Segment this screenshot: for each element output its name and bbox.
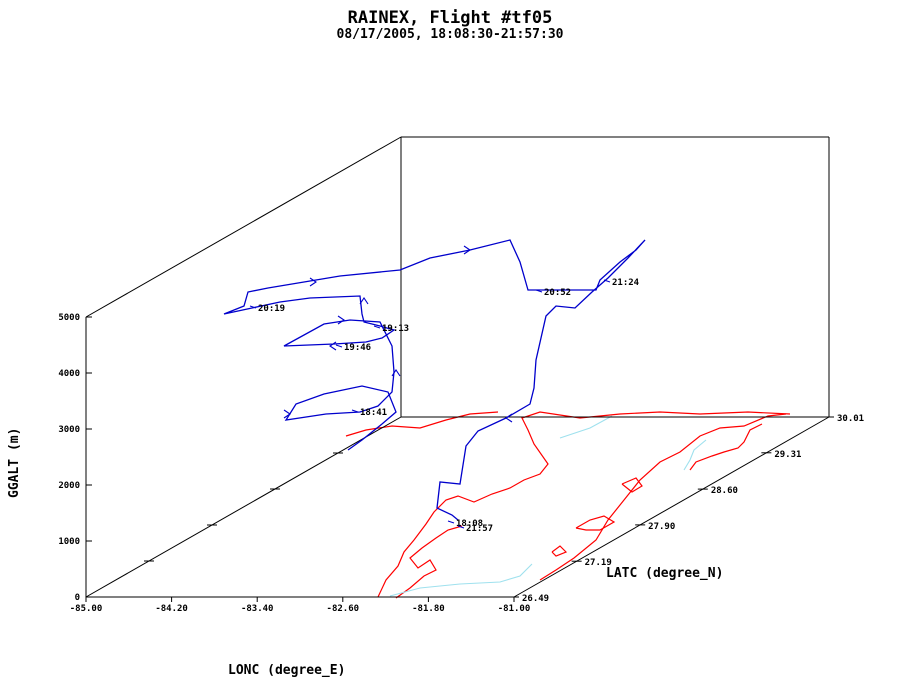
z-tick-label: 3000 — [58, 425, 80, 435]
y-tick-label: 26.49 — [522, 594, 549, 604]
annotation-tick — [457, 525, 465, 529]
map-layer — [345, 411, 791, 599]
top-left-diagonal — [85, 136, 402, 318]
time-annotation: 19:46 — [344, 343, 371, 353]
x-tick-label: -84.20 — [155, 604, 188, 614]
z-tick-label: 1000 — [58, 537, 80, 547]
direction-arrow — [309, 277, 317, 287]
flight-track — [223, 239, 646, 521]
time-annotation: 19:13 — [382, 324, 409, 334]
time-annotation: 18:08 — [456, 519, 483, 529]
z-tick-label: 4000 — [58, 369, 80, 379]
time-annotation: 21:24 — [612, 278, 640, 288]
x-tick-label: -82.60 — [327, 604, 360, 614]
flight-track-layer — [223, 239, 646, 521]
floor-left-diagonal — [85, 416, 402, 598]
axes-frame — [85, 136, 830, 598]
z-tick-label: 5000 — [58, 313, 80, 323]
time-annotation: 20:19 — [258, 304, 285, 314]
tick-layer: -85.00 -84.20 -83.40 -82.60 -81.80 -81.0026.4… — [58, 313, 864, 614]
x-tick-label: -81.00 — [498, 604, 531, 614]
z-tick-label: 2000 — [58, 481, 80, 491]
annotation-tick — [535, 289, 543, 293]
y-axis-label: LATC (degree_N) — [606, 566, 723, 581]
z-axis-label: GGALT (m) — [7, 428, 22, 498]
river-south — [389, 563, 533, 597]
x-axis-label: LONC (degree_E) — [228, 663, 345, 678]
x-tick-label: -83.40 — [241, 604, 274, 614]
time-annotation: 21:57 — [466, 524, 493, 534]
y-axis-line — [513, 416, 830, 598]
river-east — [683, 439, 707, 471]
annotation-tick — [351, 409, 359, 413]
annotation-tick — [373, 325, 381, 329]
y-tick-label: 29.31 — [774, 450, 801, 460]
x-tick-label: -81.80 — [412, 604, 445, 614]
time-annotation: 20:52 — [544, 288, 571, 298]
coastline-east-inner — [689, 423, 763, 471]
coastline — [377, 411, 791, 598]
direction-arrow — [359, 297, 369, 305]
lake-1 — [551, 545, 568, 557]
y-tick-label: 30.01 — [837, 414, 864, 424]
direction-arrow — [329, 341, 337, 351]
y-tick-label: 27.90 — [648, 522, 675, 532]
chart-subtitle: 08/17/2005, 18:08:30-21:57:30 — [336, 27, 564, 42]
annotation-tick — [249, 305, 257, 309]
direction-arrow — [463, 245, 471, 255]
annotation-tick — [603, 279, 611, 283]
direction-arrow — [283, 409, 291, 419]
lake-2 — [575, 515, 616, 531]
coastline-east — [539, 413, 787, 581]
x-tick-label: -85.00 — [70, 604, 103, 614]
y-tick-label: 27.19 — [585, 558, 612, 568]
annotation-tick — [335, 344, 343, 348]
annotation-tick — [447, 520, 455, 524]
time-annotation: 18:41 — [360, 408, 387, 418]
chart-title: RAINEX, Flight #tf05 — [347, 8, 553, 28]
direction-arrow — [505, 413, 513, 423]
coastline-keys — [395, 525, 463, 599]
coastline-bigbend — [345, 411, 499, 437]
river-north — [559, 415, 613, 439]
y-tick-label: 28.60 — [711, 486, 738, 496]
direction-arrow — [391, 369, 401, 377]
z-tick-label: 0 — [75, 593, 80, 603]
direction-arrow — [337, 315, 345, 325]
lake-3 — [621, 477, 643, 493]
